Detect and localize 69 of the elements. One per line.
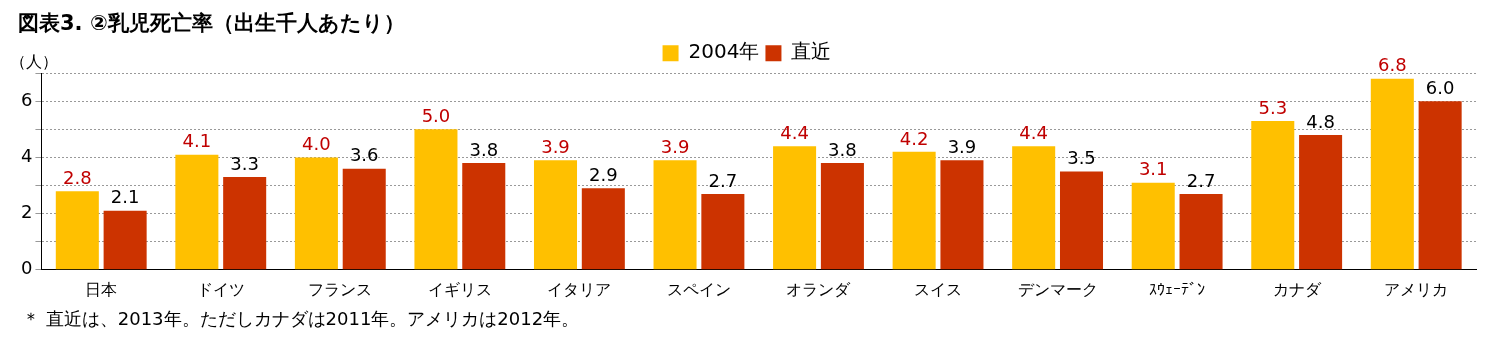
bar	[1251, 120, 1295, 270]
data-label: 3.3	[230, 152, 259, 174]
x-tick-label: スイス	[914, 279, 963, 299]
bar	[1059, 171, 1104, 270]
data-label: 4.2	[899, 127, 929, 149]
y-tick-label: 2	[21, 201, 33, 223]
x-tick-label: イギリス	[427, 279, 492, 299]
y-tick-label: 4	[21, 145, 33, 167]
data-label: 6.8	[1378, 54, 1407, 76]
data-label: 5.3	[1258, 96, 1288, 118]
x-tick-label: アメリカ	[1384, 279, 1449, 299]
data-label: 2.1	[110, 186, 140, 208]
data-label: 4.0	[302, 133, 331, 155]
bar	[55, 191, 99, 270]
data-label: 4.4	[780, 121, 809, 143]
x-tick-label: カナダ	[1272, 279, 1322, 299]
bar	[462, 163, 506, 270]
x-tick-label: 日本	[85, 279, 118, 299]
bar	[892, 151, 936, 270]
y-axis-title: （人）	[10, 52, 58, 72]
data-label: 2.7	[708, 169, 738, 191]
bar	[175, 154, 219, 270]
data-label: 3.9	[660, 135, 690, 157]
data-label: 4.4	[1019, 121, 1048, 143]
bar	[1179, 193, 1223, 270]
bar	[820, 163, 864, 270]
data-label: 3.9	[541, 135, 570, 157]
x-tick-label: イタリア	[547, 279, 612, 299]
x-tick-label: デンマーク	[1017, 279, 1098, 299]
x-tick-label: ドイツ	[196, 279, 245, 299]
bar	[1299, 134, 1343, 270]
bar	[653, 160, 697, 270]
data-label: 3.8	[828, 138, 857, 160]
text: ＊ 直近は、2013年。ただしカナダは2011年。アメリカは2012年。	[22, 307, 580, 329]
bar	[342, 168, 386, 270]
legend-label: 2004年	[688, 39, 760, 64]
data-label: 3.8	[469, 138, 499, 160]
bar	[223, 177, 267, 270]
bar	[940, 160, 984, 270]
bar	[581, 188, 625, 270]
bar	[1370, 78, 1414, 270]
data-label: 2.8	[63, 166, 92, 188]
y-tick-label: 0	[21, 257, 33, 279]
bar	[103, 210, 147, 270]
bar	[294, 157, 338, 270]
data-label: 4.1	[182, 130, 212, 152]
data-label: 5.0	[421, 105, 451, 127]
x-tick-label: ｽｳｪｰﾃﾞﾝ	[1149, 279, 1206, 299]
data-label: 3.5	[1067, 147, 1096, 169]
data-label: 6.0	[1425, 76, 1455, 98]
bar	[1418, 101, 1462, 270]
data-label: 3.1	[1138, 158, 1168, 180]
legend-label: 直近	[791, 39, 832, 64]
data-label: 2.7	[1186, 169, 1216, 191]
bar	[414, 129, 458, 270]
bar	[533, 160, 578, 270]
bar	[1012, 146, 1056, 270]
data-label: 4.8	[1306, 110, 1335, 132]
bar	[1131, 182, 1175, 270]
x-tick-label: フランス	[308, 279, 373, 299]
data-label: 3.9	[947, 135, 977, 157]
data-label: 2.9	[589, 164, 618, 186]
x-tick-label: スペイン	[666, 279, 731, 299]
data-label: 3.6	[349, 144, 379, 166]
chart-title: 図表3. ②乳児死亡率（出生千人あたり）	[18, 11, 405, 36]
x-tick-label: オランダ	[786, 279, 852, 299]
bar	[701, 193, 745, 270]
y-tick-label: 6	[21, 88, 33, 110]
bar	[773, 146, 817, 270]
